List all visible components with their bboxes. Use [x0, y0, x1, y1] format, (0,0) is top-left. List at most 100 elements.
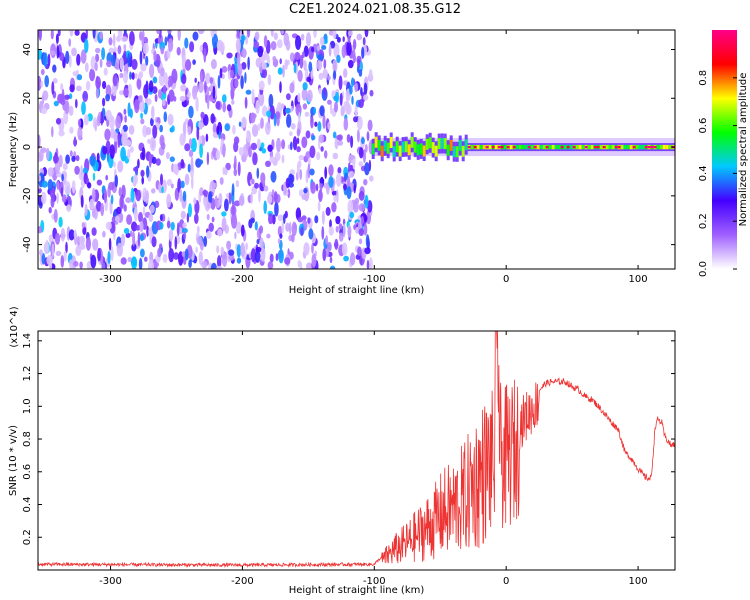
noise-cell: [145, 191, 149, 204]
noise-cell: [117, 133, 121, 148]
noise-cell: [41, 180, 48, 188]
noise-cell: [89, 155, 96, 167]
noise-cell: [145, 126, 152, 136]
signal-core: [422, 145, 426, 157]
noise-cell: [369, 175, 374, 182]
signal-core: [410, 136, 414, 148]
noise-cell: [306, 76, 312, 83]
signal-core: [626, 144, 630, 150]
signal-core: [407, 144, 411, 156]
noise-cell: [257, 93, 262, 100]
signal-core: [425, 138, 429, 150]
noise-cell: [171, 125, 175, 133]
noise-cell: [196, 225, 200, 234]
noise-cell: [51, 126, 54, 138]
signal-peak: [512, 145, 516, 149]
noise-cell: [152, 261, 159, 268]
noise-cell: [237, 161, 241, 176]
noise-cell: [123, 204, 127, 212]
noise-cell: [68, 105, 74, 117]
y-axis-label: Frequency (Hz): [8, 112, 19, 188]
signal-peak: [632, 145, 636, 149]
noise-cell: [271, 214, 276, 225]
noise-cell: [109, 115, 115, 129]
noise-cell: [287, 188, 291, 199]
noise-cell: [342, 223, 346, 238]
noise-cell: [363, 179, 368, 186]
noise-cell: [206, 151, 210, 166]
noise-cell: [318, 189, 323, 202]
signal-peak: [467, 145, 471, 149]
noise-cell: [367, 119, 373, 132]
x-tick-label: -200: [231, 274, 254, 285]
noise-cell: [127, 52, 130, 68]
noise-cell: [241, 62, 247, 70]
noise-cell: [90, 254, 97, 269]
noise-cell: [108, 47, 115, 54]
noise-cell: [234, 78, 239, 88]
signal-core: [455, 146, 459, 158]
signal-peak: [485, 145, 489, 149]
noise-cell: [281, 30, 284, 35]
noise-cell: [64, 100, 70, 115]
noise-cell: [319, 36, 325, 46]
noise-cell: [301, 88, 308, 101]
noise-cell: [364, 30, 369, 38]
noise-cell: [157, 247, 162, 258]
noise-cell: [83, 114, 89, 126]
noise-cell: [282, 64, 285, 78]
noise-cell: [221, 252, 228, 267]
noise-cell: [38, 175, 42, 182]
noise-cell: [310, 116, 314, 129]
noise-cell: [302, 82, 308, 91]
noise-cell: [298, 111, 301, 124]
noise-cell: [69, 126, 74, 134]
noise-cell: [131, 72, 135, 80]
noise-cell: [198, 251, 203, 266]
noise-cell: [291, 233, 295, 243]
noise-cell: [95, 47, 101, 54]
noise-cell: [346, 40, 352, 56]
noise-cell: [341, 242, 348, 256]
noise-cell: [96, 200, 102, 212]
noise-cell: [283, 213, 286, 224]
y-tick-label: 1.0: [22, 398, 33, 414]
noise-cell: [61, 173, 64, 182]
noise-cell: [275, 253, 279, 262]
noise-cell: [190, 156, 194, 172]
noise-cell: [299, 261, 303, 269]
noise-cell: [102, 97, 106, 107]
noise-cell: [142, 42, 149, 55]
noise-cell: [148, 153, 152, 168]
noise-cell: [307, 217, 311, 224]
noise-cell: [69, 150, 73, 157]
noise-cell: [56, 180, 60, 191]
noise-cell: [136, 77, 142, 90]
noise-cell: [347, 224, 352, 238]
noise-cell: [307, 163, 311, 179]
noise-cell: [241, 48, 247, 58]
noise-cell: [309, 145, 316, 159]
noise-cell: [240, 242, 245, 257]
noise-cell: [273, 191, 278, 203]
noise-cell: [71, 155, 76, 162]
noise-cell: [337, 167, 342, 174]
signal-core: [470, 144, 474, 150]
noise-cell: [58, 216, 63, 228]
noise-cell: [297, 92, 301, 103]
noise-cell: [301, 194, 308, 200]
noise-cell: [113, 161, 116, 168]
noise-cell: [105, 94, 110, 102]
noise-cell: [146, 165, 150, 178]
noise-cell: [75, 155, 80, 162]
noise-cell: [216, 39, 223, 52]
noise-cell: [171, 183, 174, 189]
noise-cell: [99, 31, 104, 40]
noise-cell: [149, 136, 157, 152]
noise-cell: [181, 73, 187, 85]
noise-cell: [199, 45, 203, 52]
noise-cell: [309, 168, 315, 176]
noise-cell: [62, 163, 68, 171]
noise-cell: [65, 241, 68, 254]
noise-cell: [198, 30, 205, 35]
